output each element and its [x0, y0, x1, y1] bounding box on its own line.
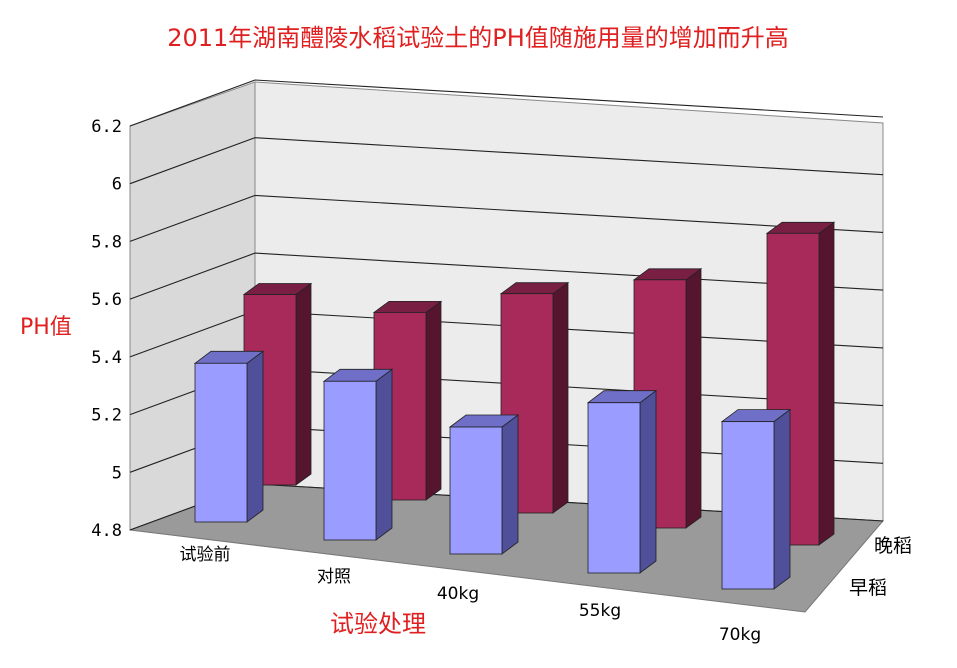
bar-early-rice-0	[193, 350, 265, 523]
bar-early-rice-1-side	[375, 368, 393, 541]
y-tick-label: 5	[112, 463, 122, 483]
gridline	[129, 79, 884, 127]
bar-early-rice-2-front	[449, 426, 503, 555]
series-label-late-rice: 晚稻	[874, 535, 912, 557]
gridline	[129, 137, 884, 185]
x-tick-label: 试验前	[180, 545, 231, 565]
gridline	[129, 194, 884, 242]
bar-early-rice-2-side	[501, 414, 519, 555]
bar-late-rice-1	[372, 300, 443, 501]
bar-late-rice-1-side	[425, 300, 442, 501]
bar-early-rice-1-front	[323, 380, 377, 541]
bar-early-rice-4-front	[721, 421, 775, 590]
bar-late-rice-2-side	[552, 281, 569, 514]
y-tick-label: 4.8	[91, 521, 122, 541]
y-tick-label: 5.6	[91, 290, 122, 310]
bar-early-rice-4	[720, 408, 792, 590]
bars	[193, 221, 836, 590]
y-tick-label: 5.8	[91, 232, 122, 252]
bar-early-rice-2	[448, 414, 520, 555]
bar-early-rice-4-side	[773, 408, 791, 590]
bar-late-rice-0-side	[295, 282, 312, 486]
x-tick-label: 70kg	[719, 625, 761, 645]
x-tick-label: 对照	[317, 567, 351, 587]
bar-early-rice-3-front	[587, 402, 641, 574]
series-label-early-rice: 早稻	[849, 577, 887, 599]
y-tick-label: 6	[112, 175, 122, 195]
y-axis-label: PH值	[20, 315, 72, 340]
x-tick-label: 55kg	[579, 601, 621, 621]
x-axis-label: 试验处理	[330, 610, 426, 638]
x-tick-label: 40kg	[437, 584, 479, 604]
bar-late-rice-3-side	[685, 268, 702, 529]
bar-early-rice-1	[322, 368, 394, 541]
y-tick-label: 5.4	[91, 348, 122, 368]
bar-early-rice-3-side	[639, 389, 657, 574]
labels: 2011年湖南醴陵水稻试验土的PH值随施用量的增加而升高 PH值 试验处理 晚稻…	[20, 24, 912, 645]
bar-early-rice-0-side	[246, 350, 264, 523]
bar-late-rice-4-side	[818, 221, 835, 546]
y-tick-label: 6.2	[91, 117, 122, 137]
bar-early-rice-3	[586, 389, 658, 574]
y-tick-label: 5.2	[91, 406, 122, 426]
bar-early-rice-0-front	[194, 362, 248, 523]
chart-title: 2011年湖南醴陵水稻试验土的PH值随施用量的增加而升高	[167, 24, 789, 52]
